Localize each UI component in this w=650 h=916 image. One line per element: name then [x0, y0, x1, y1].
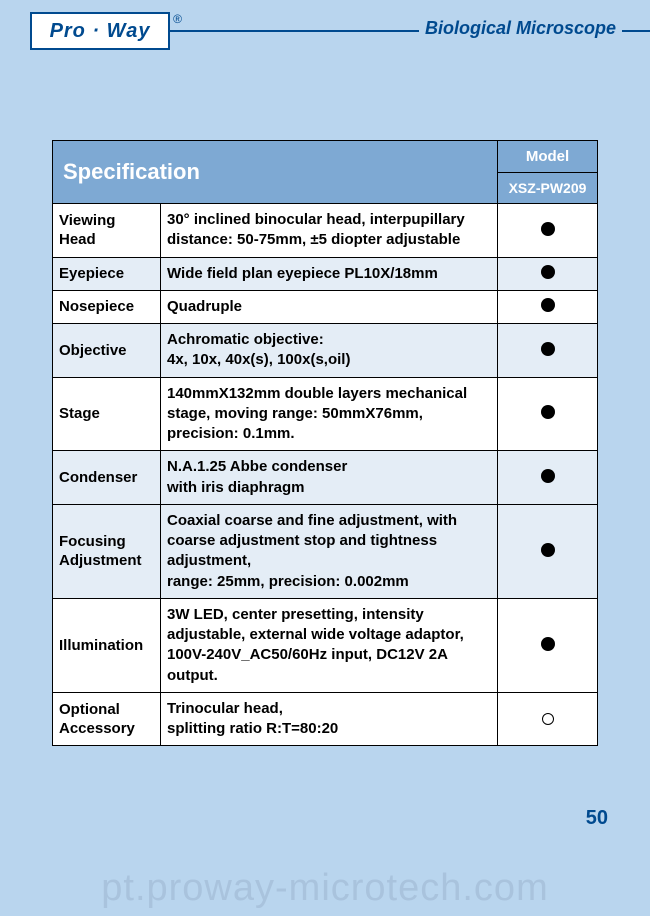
spec-title-header: Specification	[53, 141, 498, 204]
spec-row-mark	[498, 451, 598, 505]
table-row: EyepieceWide field plan eyepiece PL10X/1…	[53, 257, 598, 290]
table-row: Focusing AdjustmentCoaxial coarse and fi…	[53, 504, 598, 598]
spec-row-mark	[498, 257, 598, 290]
specification-table-container: Specification Model XSZ-PW209 Viewing He…	[52, 140, 598, 746]
dot-filled-icon	[541, 543, 555, 557]
table-row: CondenserN.A.1.25 Abbe condenserwith iri…	[53, 451, 598, 505]
spec-row-description: N.A.1.25 Abbe condenserwith iris diaphra…	[161, 451, 498, 505]
table-row: Stage140mmX132mm double layers mechanica…	[53, 377, 598, 451]
spec-row-description: Achromatic objective:4x, 10x, 40x(s), 10…	[161, 324, 498, 378]
table-row: NosepieceQuadruple	[53, 290, 598, 323]
dot-filled-icon	[541, 298, 555, 312]
spec-row-description: Quadruple	[161, 290, 498, 323]
spec-row-description: Wide field plan eyepiece PL10X/18mm	[161, 257, 498, 290]
brand-logo: Pro · Way ®	[30, 12, 170, 50]
spec-row-description: Trinocular head,splitting ratio R:T=80:2…	[161, 692, 498, 746]
spec-row-label: Stage	[53, 377, 161, 451]
page-title: Biological Microscope	[419, 18, 622, 39]
model-title-header: Model	[498, 141, 598, 173]
page-header: Pro · Way ® Biological Microscope	[0, 0, 650, 60]
dot-filled-icon	[541, 265, 555, 279]
spec-row-description: 140mmX132mm double layers mechanical sta…	[161, 377, 498, 451]
spec-row-mark	[498, 204, 598, 258]
spec-row-label: Objective	[53, 324, 161, 378]
spec-row-label: Focusing Adjustment	[53, 504, 161, 598]
spec-row-label: Illumination	[53, 598, 161, 692]
spec-row-mark	[498, 324, 598, 378]
dot-filled-icon	[541, 222, 555, 236]
spec-row-label: Optional Accessory	[53, 692, 161, 746]
spec-row-label: Eyepiece	[53, 257, 161, 290]
dot-empty-icon	[542, 713, 554, 725]
dot-filled-icon	[541, 637, 555, 651]
spec-row-mark	[498, 598, 598, 692]
spec-row-description: Coaxial coarse and fine adjustment, with…	[161, 504, 498, 598]
table-row: Optional AccessoryTrinocular head,splitt…	[53, 692, 598, 746]
specification-table: Specification Model XSZ-PW209 Viewing He…	[52, 140, 598, 746]
spec-row-description: 30° inclined binocular head, interpupill…	[161, 204, 498, 258]
spec-row-description: 3W LED, center presetting, intensity adj…	[161, 598, 498, 692]
table-row: Viewing Head30° inclined binocular head,…	[53, 204, 598, 258]
spec-row-mark	[498, 377, 598, 451]
table-row: Illumination3W LED, center presetting, i…	[53, 598, 598, 692]
registered-mark: ®	[173, 12, 182, 26]
spec-row-mark	[498, 290, 598, 323]
table-row: ObjectiveAchromatic objective:4x, 10x, 4…	[53, 324, 598, 378]
spec-row-label: Condenser	[53, 451, 161, 505]
spec-row-label: Viewing Head	[53, 204, 161, 258]
spec-row-mark	[498, 692, 598, 746]
page-number: 50	[586, 807, 608, 830]
model-name-header: XSZ-PW209	[498, 173, 598, 204]
spec-row-label: Nosepiece	[53, 290, 161, 323]
spec-row-mark	[498, 504, 598, 598]
dot-filled-icon	[541, 342, 555, 356]
brand-logo-text: Pro · Way	[50, 20, 151, 43]
dot-filled-icon	[541, 405, 555, 419]
watermark-text: pt.proway-microtech.com	[0, 867, 650, 910]
dot-filled-icon	[541, 469, 555, 483]
